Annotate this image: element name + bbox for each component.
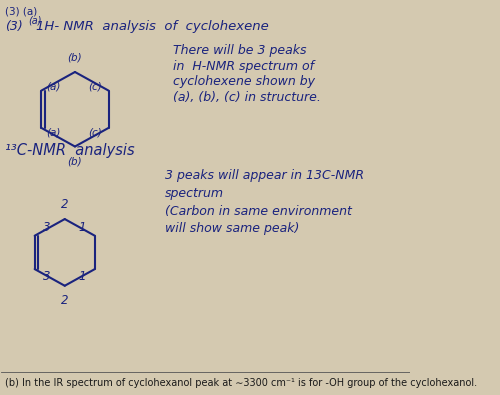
- Text: (3): (3): [6, 21, 23, 34]
- Text: 3 peaks will appear in 13C-NMR: 3 peaks will appear in 13C-NMR: [165, 169, 364, 182]
- Text: (a): (a): [46, 81, 61, 91]
- Text: 3: 3: [43, 221, 51, 234]
- Text: (c): (c): [88, 127, 102, 137]
- Text: 1H- NMR  analysis  of  cyclohexene: 1H- NMR analysis of cyclohexene: [36, 21, 269, 34]
- Text: (b): (b): [68, 156, 82, 166]
- Text: 2: 2: [61, 198, 68, 211]
- Text: will show same peak): will show same peak): [165, 222, 300, 235]
- Text: 1: 1: [79, 271, 86, 284]
- Text: (Carbon in same environment: (Carbon in same environment: [165, 205, 352, 218]
- Text: (b) In the IR spectrum of cyclohexanol peak at ∼3300 cm⁻¹ is for -OH group of th: (b) In the IR spectrum of cyclohexanol p…: [6, 378, 478, 387]
- Text: (a), (b), (c) in structure.: (a), (b), (c) in structure.: [173, 91, 321, 104]
- Text: (c): (c): [88, 81, 102, 91]
- Text: (a): (a): [28, 15, 42, 25]
- Text: 3: 3: [43, 271, 51, 284]
- Text: (a): (a): [46, 127, 61, 137]
- Text: spectrum: spectrum: [165, 187, 224, 200]
- Text: (b): (b): [68, 52, 82, 62]
- Text: cyclohexene shown by: cyclohexene shown by: [173, 75, 315, 88]
- Text: in  H-NMR spectrum of: in H-NMR spectrum of: [173, 60, 314, 73]
- Text: There will be 3 peaks: There will be 3 peaks: [173, 44, 306, 57]
- Text: 2: 2: [61, 294, 68, 307]
- Text: 1: 1: [79, 221, 86, 234]
- Text: ¹³C-NMR  analysis: ¹³C-NMR analysis: [6, 143, 135, 158]
- Text: (3) (a): (3) (a): [6, 6, 38, 16]
